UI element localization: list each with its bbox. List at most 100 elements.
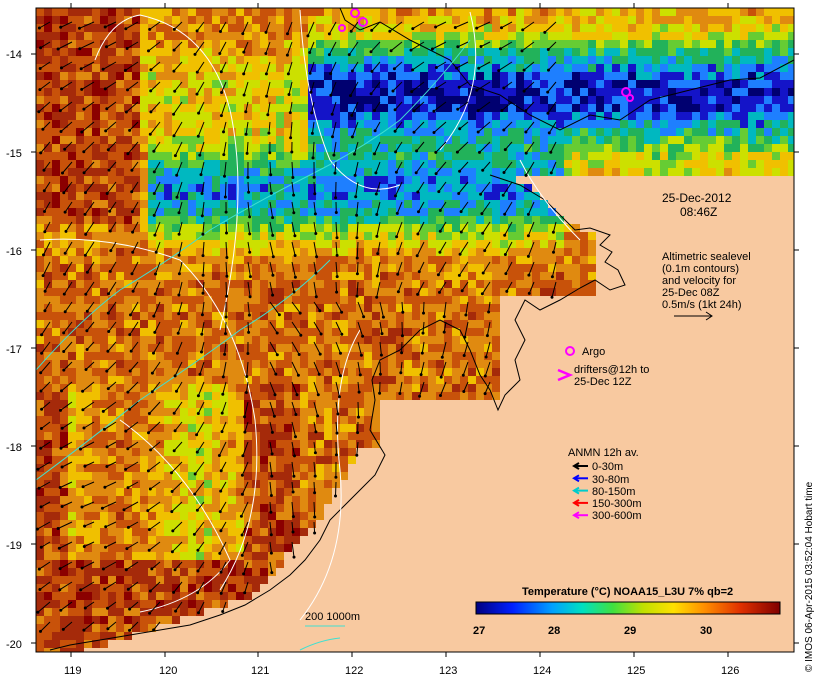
sst-cell (204, 32, 212, 40)
sst-cell (252, 512, 260, 520)
sst-cell (220, 336, 228, 344)
sst-cell (220, 88, 228, 96)
sst-cell (356, 184, 364, 192)
sst-cell (780, 144, 788, 152)
velocity-arrow-head (197, 111, 201, 115)
sst-cell (276, 8, 284, 16)
sst-cell (300, 192, 308, 200)
velocity-arrow-head (265, 94, 269, 98)
sst-cell (244, 104, 252, 112)
velocity-arrow (476, 81, 491, 91)
sst-cell (308, 104, 316, 112)
sst-cell (692, 160, 700, 168)
sst-cell (156, 312, 164, 320)
sst-cell (268, 48, 276, 56)
sst-cell (188, 368, 196, 376)
sst-cell (132, 376, 140, 384)
sst-cell (260, 512, 268, 520)
sst-cell (388, 360, 396, 368)
sst-cell (428, 152, 436, 160)
sst-cell (116, 288, 124, 296)
sst-cell (740, 112, 748, 120)
sst-cell (452, 152, 460, 160)
sst-cell (76, 464, 84, 472)
sst-cell (164, 608, 172, 616)
sst-cell (572, 248, 580, 256)
sst-cell (140, 104, 148, 112)
sst-cell (420, 16, 428, 24)
sst-cell (188, 248, 196, 256)
sst-cell (116, 128, 124, 136)
sst-cell (684, 16, 692, 24)
velocity-arrow-head (547, 68, 550, 72)
sst-cell (260, 48, 268, 56)
sst-cell (284, 96, 292, 104)
sst-cell (172, 248, 180, 256)
sst-cell (316, 56, 324, 64)
sst-cell (412, 48, 420, 56)
sst-cell (148, 56, 156, 64)
sst-cell (332, 368, 340, 376)
sst-cell (404, 272, 412, 280)
sst-cell (260, 360, 268, 368)
sst-cell (716, 144, 724, 152)
sst-cell (452, 208, 460, 216)
sst-cell (268, 424, 276, 432)
sst-cell (228, 520, 236, 528)
sst-cell (452, 128, 460, 136)
sst-cell (84, 448, 92, 456)
sst-cell (260, 128, 268, 136)
sst-cell (212, 400, 220, 408)
velocity-arrow-head (456, 45, 460, 49)
sst-cell (356, 144, 364, 152)
sst-cell (748, 112, 756, 120)
velocity-arrow (174, 81, 183, 92)
sst-cell (596, 32, 604, 40)
velocity-arrow (105, 81, 117, 90)
sst-cell (412, 248, 420, 256)
sst-cell (388, 368, 396, 376)
sst-cell (156, 520, 164, 528)
sst-cell (532, 280, 540, 288)
sst-cell (348, 208, 356, 216)
sst-cell (564, 288, 572, 296)
sst-cell (516, 72, 524, 80)
sst-cell (404, 176, 412, 184)
sst-cell (428, 368, 436, 376)
sst-cell (532, 152, 540, 160)
sst-cell (236, 232, 244, 240)
sst-cell (412, 288, 420, 296)
sst-cell (588, 32, 596, 40)
sst-cell (364, 296, 372, 304)
sst-cell (324, 312, 332, 320)
sst-cell (636, 88, 644, 96)
sst-cell (460, 304, 468, 312)
sst-cell (476, 192, 484, 200)
sst-cell (164, 424, 172, 432)
sst-cell (300, 376, 308, 384)
sst-cell (372, 304, 380, 312)
sst-cell (524, 32, 532, 40)
sst-cell (324, 472, 332, 480)
sst-cell (364, 152, 372, 160)
sst-cell (268, 368, 276, 376)
velocity-arrow-head (388, 29, 392, 33)
sst-cell (580, 32, 588, 40)
sst-cell (196, 552, 204, 560)
sst-cell (36, 152, 44, 160)
sst-cell (252, 48, 260, 56)
sst-cell (172, 352, 180, 360)
sst-cell (116, 296, 124, 304)
sst-cell (580, 64, 588, 72)
sst-cell (396, 200, 404, 208)
sst-cell (292, 256, 300, 264)
sst-cell (412, 88, 420, 96)
sst-cell (572, 256, 580, 264)
sst-cell (44, 8, 52, 16)
sst-cell (404, 304, 412, 312)
sst-cell (724, 40, 732, 48)
velocity-arrow (245, 101, 249, 112)
sst-cell (108, 456, 116, 464)
sst-cell (380, 328, 388, 336)
sst-cell (228, 352, 236, 360)
